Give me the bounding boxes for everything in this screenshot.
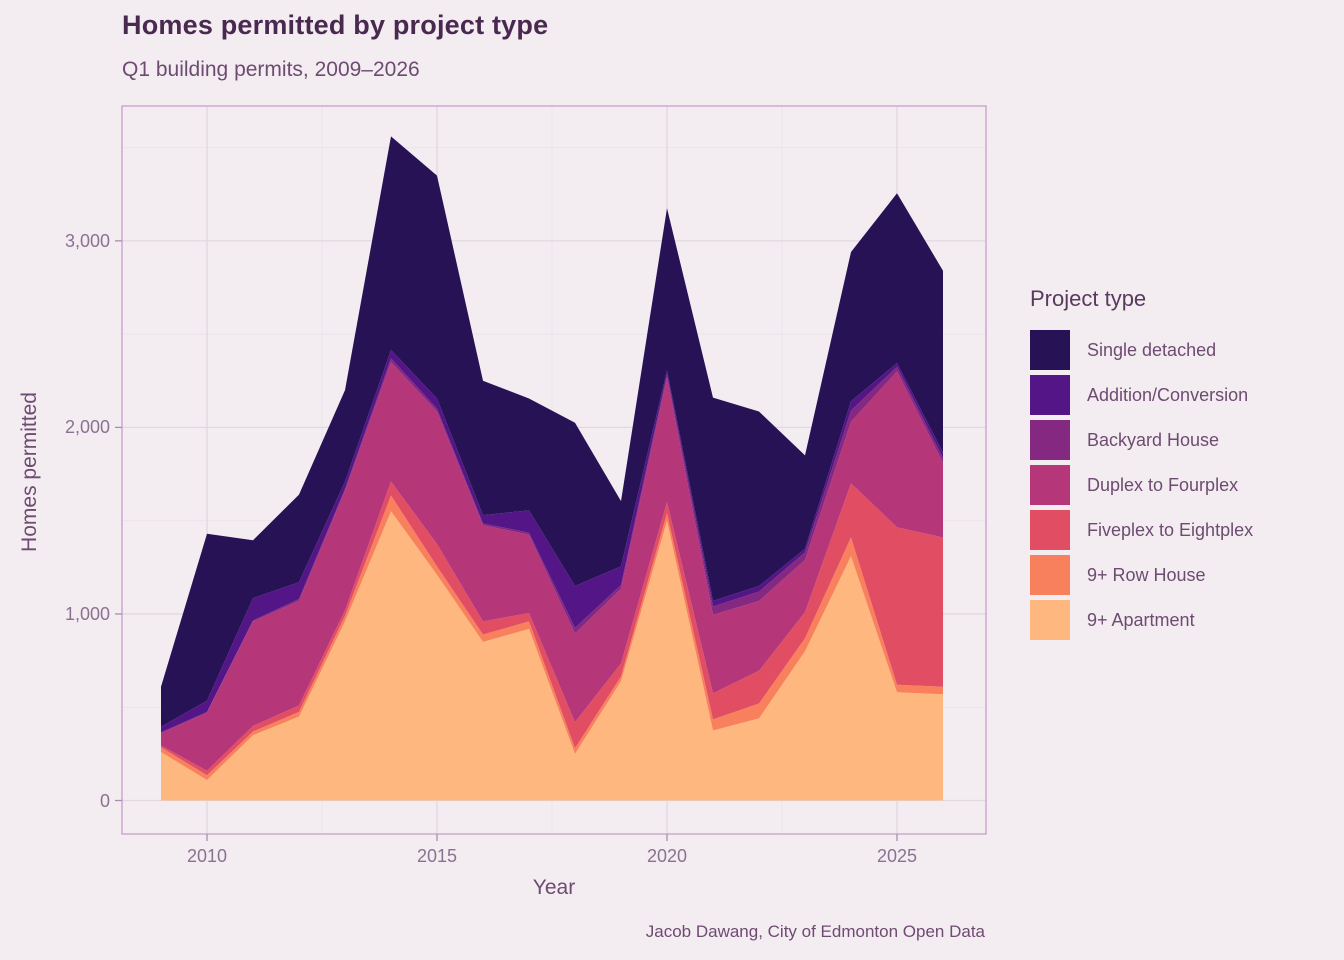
legend-title: Project type bbox=[1030, 286, 1147, 311]
y-tick-label: 1,000 bbox=[64, 603, 110, 624]
y-tick-label: 2,000 bbox=[64, 417, 110, 438]
legend-swatch bbox=[1030, 600, 1070, 640]
legend-item-label: Addition/Conversion bbox=[1087, 384, 1249, 405]
legend-item: 9+ Row House bbox=[1030, 555, 1330, 595]
panel-border bbox=[121, 105, 987, 835]
legend-items: Single detached Addition/Conversion Backya… bbox=[1030, 330, 1330, 640]
legend-item: Backyard House bbox=[1030, 420, 1330, 460]
legend-swatch bbox=[1030, 330, 1070, 370]
x-tick-label: 2025 bbox=[876, 846, 918, 866]
legend-item: Duplex to Fourplex bbox=[1030, 465, 1330, 505]
y-tick-label: 0 bbox=[99, 790, 110, 811]
legend-item-label: Duplex to Fourplex bbox=[1087, 474, 1239, 495]
area-9-row-house bbox=[161, 495, 943, 780]
legend-swatch bbox=[1030, 420, 1070, 460]
area-fiveplex-to-eightplex bbox=[161, 481, 943, 776]
area-single-detached bbox=[161, 136, 943, 727]
legend-swatch bbox=[1030, 375, 1070, 415]
area-duplex-to-fourplex bbox=[161, 362, 943, 771]
chart-title: Homes permitted by project type bbox=[122, 10, 549, 40]
legend-swatch bbox=[1030, 555, 1070, 595]
caption: Jacob Dawang, City of Edmonton Open Data bbox=[645, 922, 985, 941]
legend-item-label: 9+ Apartment bbox=[1087, 609, 1195, 630]
legend-swatch bbox=[1030, 510, 1070, 550]
legend-item-label: Fiveplex to Eightplex bbox=[1087, 519, 1254, 540]
y-tick-label: 3,000 bbox=[64, 230, 110, 251]
legend-item-label: 9+ Row House bbox=[1087, 564, 1206, 585]
area-9-apartment bbox=[161, 511, 943, 801]
legend: Project type Single detached Addition/Con… bbox=[1030, 286, 1330, 645]
legend-item-label: Backyard House bbox=[1087, 429, 1220, 450]
legend-item: Fiveplex to Eightplex bbox=[1030, 510, 1330, 550]
legend-item: Single detached bbox=[1030, 330, 1330, 370]
legend-swatch bbox=[1030, 465, 1070, 505]
x-tick-label: 2020 bbox=[646, 846, 688, 866]
x-axis-title: Year bbox=[532, 876, 576, 899]
x-tick-label: 2010 bbox=[186, 846, 228, 866]
legend-item-label: Single detached bbox=[1087, 339, 1217, 360]
legend-item: Addition/Conversion bbox=[1030, 375, 1330, 415]
chart-subtitle: Q1 building permits, 2009–2026 bbox=[122, 58, 420, 81]
legend-item: 9+ Apartment bbox=[1030, 600, 1330, 640]
x-tick-label: 2015 bbox=[416, 846, 458, 866]
